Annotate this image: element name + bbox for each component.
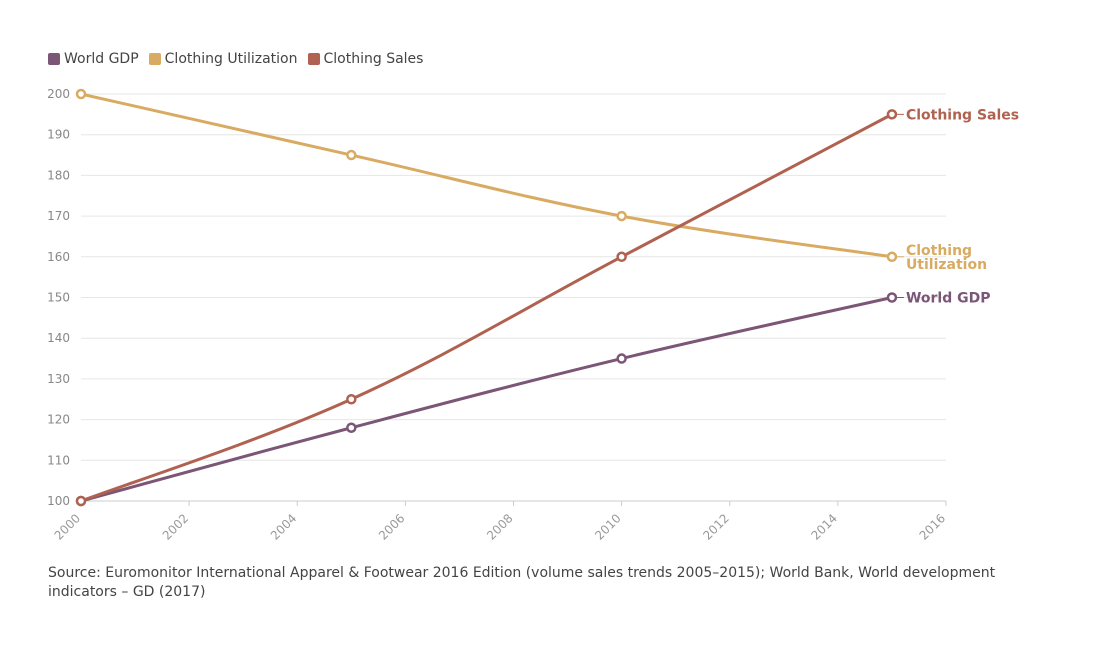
clothing-sales-point <box>886 109 898 120</box>
clothing-sales-point <box>616 251 627 263</box>
clothing-utilization-end-label-line: Utilization <box>906 257 987 273</box>
y-tick-label: 140 <box>47 331 70 345</box>
clothing-utilization-end-label-line: Clothing <box>906 243 972 259</box>
y-tick-label: 160 <box>47 250 70 264</box>
world-gdp-line <box>80 296 893 503</box>
y-tick-label: 130 <box>47 372 70 386</box>
legend-label: World GDP <box>64 51 139 67</box>
legend-item-clothing-sales[interactable]: Clothing Sales <box>307 51 424 67</box>
world-gdp-point <box>616 353 627 364</box>
legend-label: Clothing Sales <box>323 51 424 67</box>
legend-label: Clothing Utilization <box>164 51 298 67</box>
clothing-sales-end-label: Clothing Sales <box>906 107 1019 123</box>
x-tick-label: 2000 <box>52 511 83 542</box>
y-tick-label: 120 <box>47 413 70 427</box>
clothing-utilization-point <box>346 149 357 161</box>
chart-legend: World GDP Clothing Utilization Clothing Sa… <box>48 51 423 67</box>
x-tick-label: 2006 <box>376 511 407 542</box>
clothing-utilization-point <box>886 251 898 263</box>
clothing-sales-line <box>80 113 893 503</box>
clothing-sales-point <box>75 495 87 507</box>
clothing-utilization-end-label: Clothing Utilization <box>906 243 987 273</box>
line-chart: 100 110 120 130 140 150 160 170 180 190 200 2000 200… <box>47 87 1019 543</box>
legend-swatch <box>148 53 161 65</box>
x-tick-label: 2012 <box>700 511 731 542</box>
clothing-utilization-point <box>75 88 87 100</box>
source-note: Source: Euromonitor International Appare… <box>48 565 996 600</box>
y-tick-label: 200 <box>47 87 70 101</box>
legend-swatch <box>48 53 60 65</box>
legend-swatch <box>307 53 320 65</box>
y-tick-label: 110 <box>47 453 70 467</box>
clothing-utilization-line <box>80 92 893 259</box>
y-tick-label: 100 <box>47 494 70 508</box>
y-tick-label: 150 <box>47 291 70 305</box>
clothing-utilization-point <box>616 210 627 222</box>
legend-item-clothing-utilization[interactable]: Clothing Utilization <box>148 51 298 67</box>
world-gdp-end-label: World GDP <box>906 291 991 307</box>
legend-item-world-gdp[interactable]: World GDP <box>48 51 139 67</box>
y-tick-label: 190 <box>47 128 70 142</box>
x-tick-label: 2008 <box>484 511 515 542</box>
world-gdp-point <box>886 292 898 303</box>
x-tick-label: 2002 <box>160 511 191 542</box>
y-tick-label: 180 <box>47 168 70 182</box>
x-tick-label: 2004 <box>268 511 299 542</box>
x-tick-label: 2010 <box>592 511 623 542</box>
clothing-sales-point <box>346 394 357 405</box>
y-tick-label: 170 <box>47 209 70 223</box>
x-tick-label: 2014 <box>808 511 839 542</box>
x-tick-label: 2016 <box>917 511 948 542</box>
world-gdp-point <box>346 422 357 433</box>
